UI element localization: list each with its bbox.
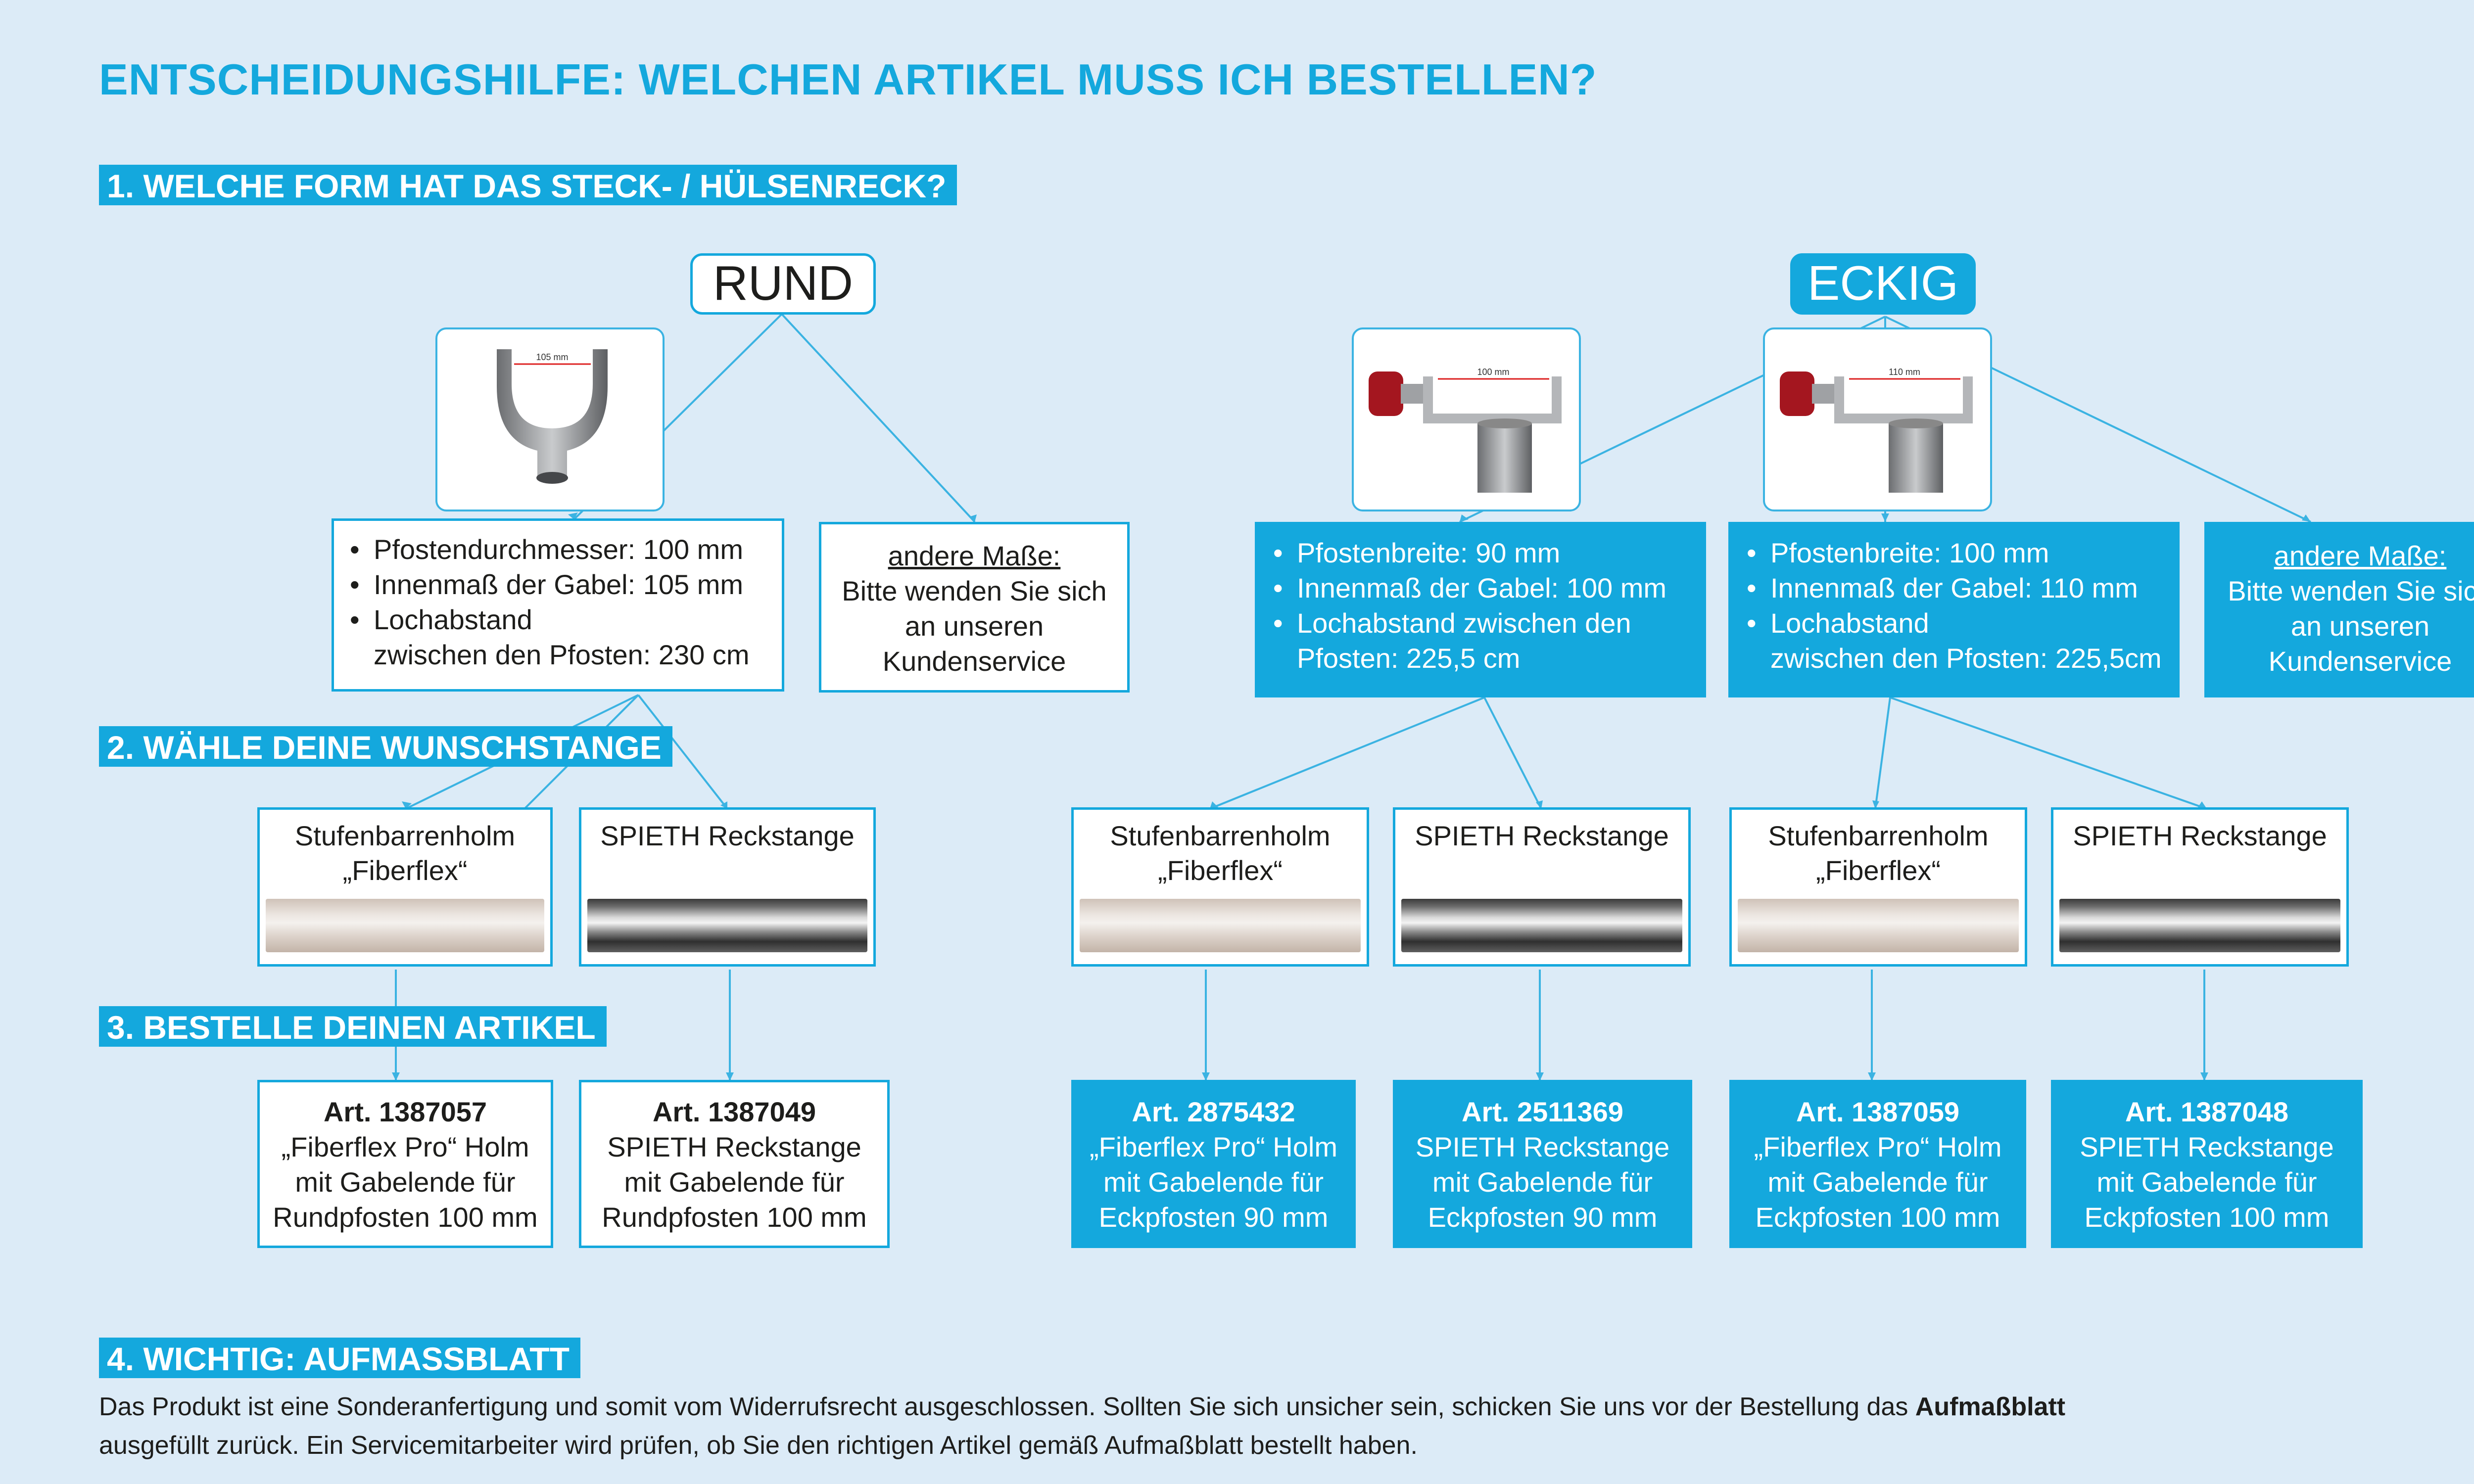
other-sizes-title: andere Maße: bbox=[888, 540, 1061, 571]
article-number: Art. 1387057 bbox=[323, 1096, 487, 1127]
fork-square-100-image: 110 mm bbox=[1763, 327, 1992, 511]
other-sizes-rund: andere Maße: Bitte wenden Sie sich an un… bbox=[819, 522, 1130, 693]
spec-box-eckig-90: Pfostenbreite: 90 mm Innenmaß der Gabel:… bbox=[1255, 522, 1706, 697]
article-box[interactable]: Art. 2875432 „Fiberflex Pro“ Holm mit Ga… bbox=[1071, 1080, 1356, 1248]
step-4-heading: 4. WICHTIG: AUFMASSBLATT bbox=[99, 1338, 580, 1378]
article-box[interactable]: Art. 2511369 SPIETH Reckstange mit Gabel… bbox=[1393, 1080, 1692, 1248]
bar-option-spieth[interactable]: SPIETH Reckstange bbox=[579, 807, 876, 967]
spec-item: Innenmaß der Gabel: 110 mm bbox=[1745, 570, 2167, 605]
article-number: Art. 2875432 bbox=[1132, 1096, 1295, 1127]
article-number: Art. 1387048 bbox=[2125, 1096, 2288, 1127]
fiberflex-bar-image bbox=[266, 899, 544, 952]
article-number: Art. 1387059 bbox=[1796, 1096, 1959, 1127]
square-fork-icon: 100 mm bbox=[1369, 367, 1562, 493]
spec-item: Innenmaß der Gabel: 105 mm bbox=[348, 567, 772, 602]
spec-box-eckig-100: Pfostenbreite: 100 mm Innenmaß der Gabel… bbox=[1728, 522, 2180, 697]
shape-eckig-label: ECKIG bbox=[1790, 253, 1976, 315]
aufmassblatt-link: Aufmaßblatt bbox=[1915, 1392, 2066, 1421]
other-sizes-eckig: andere Maße: Bitte wenden Sie sich an un… bbox=[2204, 522, 2474, 697]
fiberflex-bar-image bbox=[1738, 899, 2019, 952]
bar-option-spieth[interactable]: SPIETH Reckstange bbox=[2051, 807, 2349, 967]
steel-bar-image bbox=[2059, 899, 2340, 952]
round-fork-icon: 105 mm bbox=[497, 349, 608, 484]
spec-item: Pfostendurchmesser: 100 mm bbox=[348, 532, 772, 567]
steel-bar-image bbox=[1401, 899, 1682, 952]
article-box[interactable]: Art. 1387057 „Fiberflex Pro“ Holm mit Ga… bbox=[257, 1080, 553, 1248]
article-box[interactable]: Art. 1387049 SPIETH Reckstange mit Gabel… bbox=[579, 1080, 890, 1248]
fiberflex-bar-image bbox=[1080, 899, 1361, 952]
article-box[interactable]: Art. 1387059 „Fiberflex Pro“ Holm mit Ga… bbox=[1729, 1080, 2026, 1248]
steel-bar-image bbox=[587, 899, 867, 952]
spec-box-rund: Pfostendurchmesser: 100 mm Innenmaß der … bbox=[332, 518, 784, 692]
fork-measure-label: 110 mm bbox=[1889, 367, 1920, 377]
fork-round-image: 105 mm bbox=[435, 327, 665, 511]
article-box[interactable]: Art. 1387048 SPIETH Reckstange mit Gabel… bbox=[2051, 1080, 2363, 1248]
spec-item: Pfostenbreite: 90 mm bbox=[1271, 535, 1694, 570]
step-3-heading: 3. BESTELLE DEINEN ARTIKEL bbox=[99, 1006, 607, 1047]
shape-rund-label: RUND bbox=[690, 253, 876, 315]
fork-measure-label: 105 mm bbox=[536, 352, 568, 362]
bar-option-spieth[interactable]: SPIETH Reckstange bbox=[1393, 807, 1691, 967]
step-1-heading: 1. WELCHE FORM HAT DAS STECK- / HÜLSENRE… bbox=[99, 165, 957, 205]
fork-measure-label: 100 mm bbox=[1477, 367, 1509, 377]
article-number: Art. 1387049 bbox=[652, 1096, 816, 1127]
fork-square-90-image: 100 mm bbox=[1352, 327, 1581, 511]
step-2-heading: 2. WÄHLE DEINE WUNSCHSTANGE bbox=[99, 726, 672, 767]
bar-option-fiberflex[interactable]: Stufenbarrenholm „Fiberflex“ bbox=[1071, 807, 1369, 967]
article-number: Art. 2511369 bbox=[1462, 1096, 1623, 1127]
other-sizes-title: andere Maße: bbox=[2274, 540, 2447, 571]
spec-item: Pfostenbreite: 100 mm bbox=[1745, 535, 2167, 570]
spec-item: Innenmaß der Gabel: 100 mm bbox=[1271, 570, 1694, 605]
disclaimer-text: Das Produkt ist eine Sonderanfertigung u… bbox=[99, 1392, 2066, 1460]
square-fork-icon: 110 mm bbox=[1780, 367, 1973, 493]
bar-option-fiberflex[interactable]: Stufenbarrenholm „Fiberflex“ bbox=[257, 807, 553, 967]
bar-option-fiberflex[interactable]: Stufenbarrenholm „Fiberflex“ bbox=[1729, 807, 2027, 967]
page-title: ENTSCHEIDUNGSHILFE: WELCHEN ARTIKEL MUSS… bbox=[99, 55, 1597, 104]
